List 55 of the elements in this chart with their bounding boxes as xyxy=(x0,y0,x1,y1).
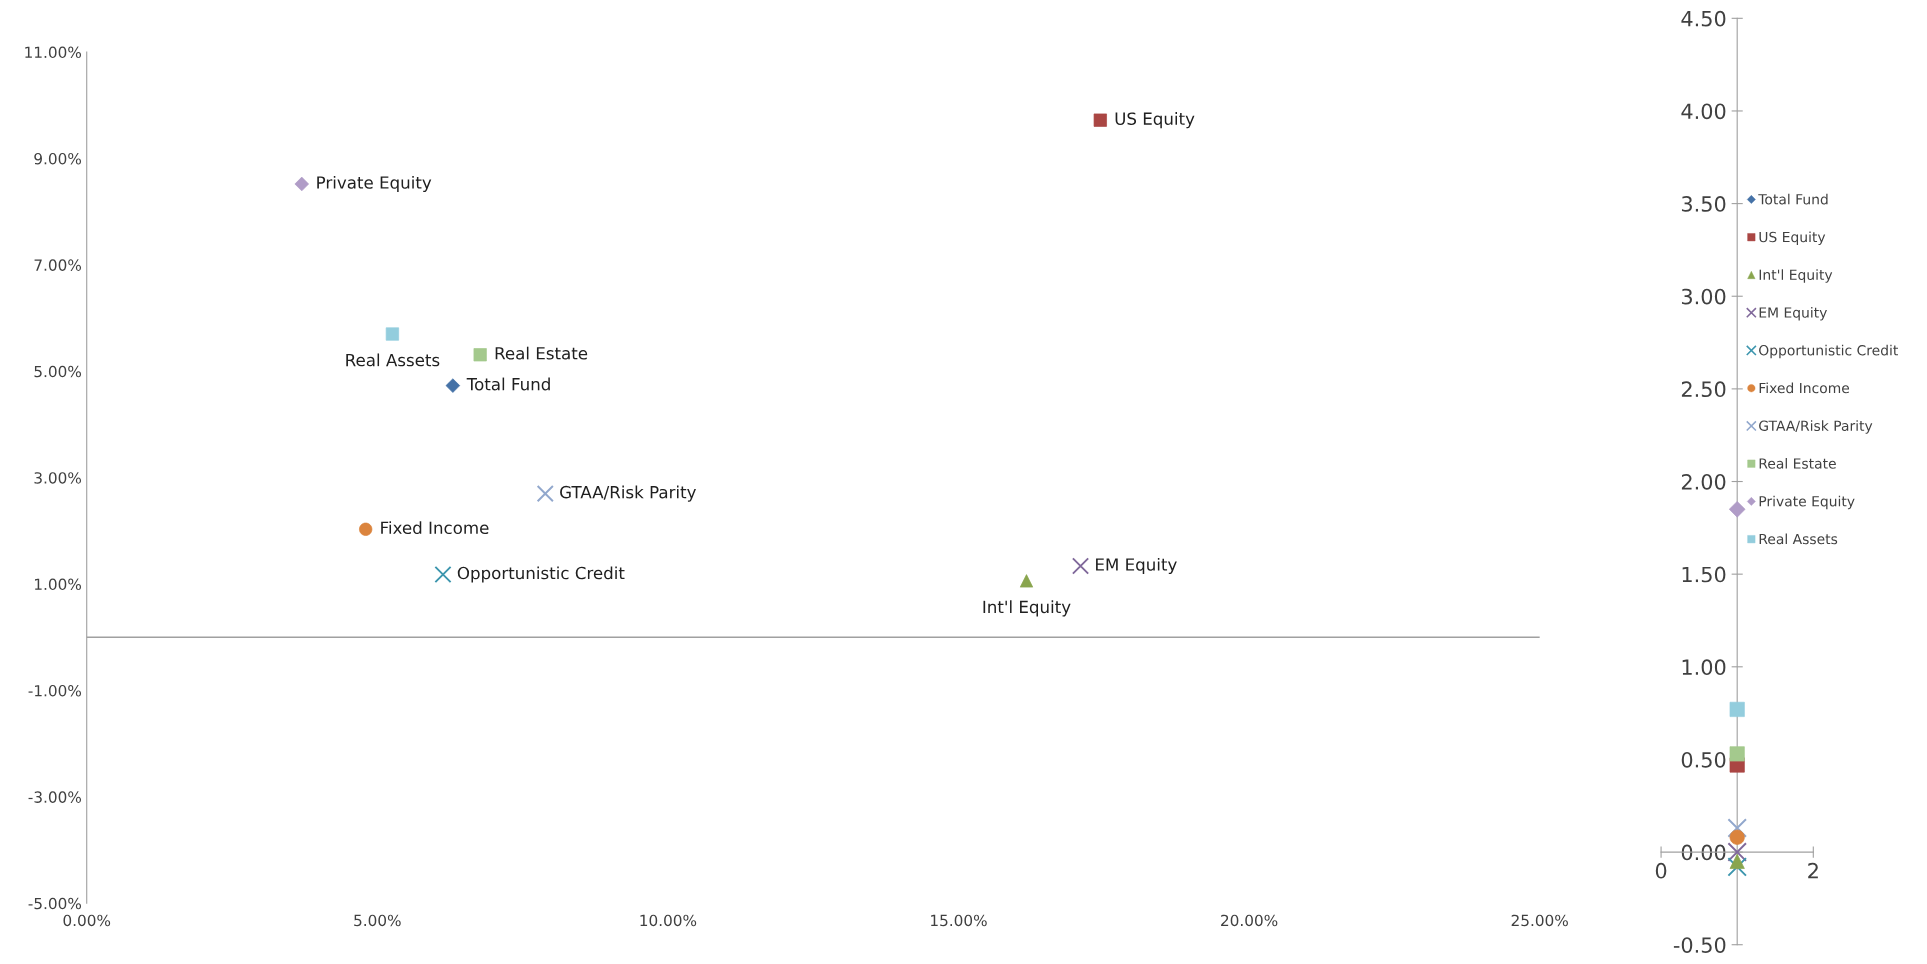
series-label: Real Assets xyxy=(346,353,440,367)
y-tick-label: 0.00 xyxy=(1681,844,1726,861)
y-tick-label: -5.00% xyxy=(28,897,82,910)
series-label: Private Equity xyxy=(317,175,432,193)
legend-label: Int'l Equity xyxy=(1759,269,1833,283)
series-label: Fixed Income xyxy=(381,521,489,535)
legend-label: Private Equity xyxy=(1759,495,1855,510)
legend-label: US Equity xyxy=(1759,231,1826,245)
series-label: EM Equity xyxy=(1096,557,1177,575)
legend-label: EM Equity xyxy=(1759,307,1827,321)
y-tick-label: 3.00 xyxy=(1681,288,1726,305)
y-tick-label: 3.50 xyxy=(1681,196,1726,212)
point xyxy=(1071,557,1090,575)
y-tick-label: 1.00 xyxy=(1682,659,1726,676)
y-tick-label: 2.50 xyxy=(1681,381,1726,398)
point xyxy=(1093,113,1107,127)
point xyxy=(385,327,400,341)
series-label: Total Fund xyxy=(466,377,550,391)
x-tick-label: 10.00% xyxy=(640,914,697,927)
y-tick-label: 9.00% xyxy=(34,152,82,165)
series-label: Int'l Equity xyxy=(983,600,1071,617)
y-tick-label: 0.50 xyxy=(1681,751,1726,768)
series-label: Opportunistic Credit xyxy=(457,566,625,583)
y-tick-label: 7.00% xyxy=(34,259,82,271)
y-tick-label: 1.00% xyxy=(35,578,82,591)
series-label: Real Estate xyxy=(495,346,588,360)
point xyxy=(294,176,309,192)
point xyxy=(434,565,452,584)
x-tick-label: 20.00% xyxy=(1221,914,1278,927)
y-tick-label: 11.00% xyxy=(25,46,82,59)
y-tick-label: 2.00 xyxy=(1681,473,1726,490)
y-tick-label: -1.00% xyxy=(28,684,82,697)
x-tick-label: 0 xyxy=(1655,862,1667,879)
point xyxy=(445,378,461,393)
y-tick-label: -3.00% xyxy=(28,791,82,803)
y-tick-label: 5.00% xyxy=(34,365,82,378)
x-tick-label: 25.00% xyxy=(1511,914,1568,927)
series-label: GTAA/Risk Parity xyxy=(560,485,696,502)
y-tick-label: 1.50 xyxy=(1682,566,1726,583)
y-tick-label: -0.50 xyxy=(1673,937,1726,953)
series-label: US Equity xyxy=(1115,112,1195,129)
y-tick-label: 4.50 xyxy=(1681,10,1726,27)
y-tick-label: 3.00% xyxy=(34,472,82,484)
legend-label: GTAA/Risk Parity xyxy=(1759,420,1873,434)
x-tick-label: 5.00% xyxy=(354,914,401,927)
legend-label: Total Fund xyxy=(1758,193,1828,205)
x-tick-label: 0.00% xyxy=(63,914,111,927)
legend-label: Real Assets xyxy=(1759,533,1838,545)
legend-label: Opportunistic Credit xyxy=(1759,344,1898,359)
y-tick-label: 4.00 xyxy=(1681,103,1726,120)
x-tick-label: 15.00% xyxy=(931,914,987,927)
point xyxy=(536,485,554,503)
legend-label: Real Estate xyxy=(1759,458,1836,469)
legend-label: Fixed Income xyxy=(1759,382,1850,394)
x-tick-label: 2 xyxy=(1808,862,1818,879)
